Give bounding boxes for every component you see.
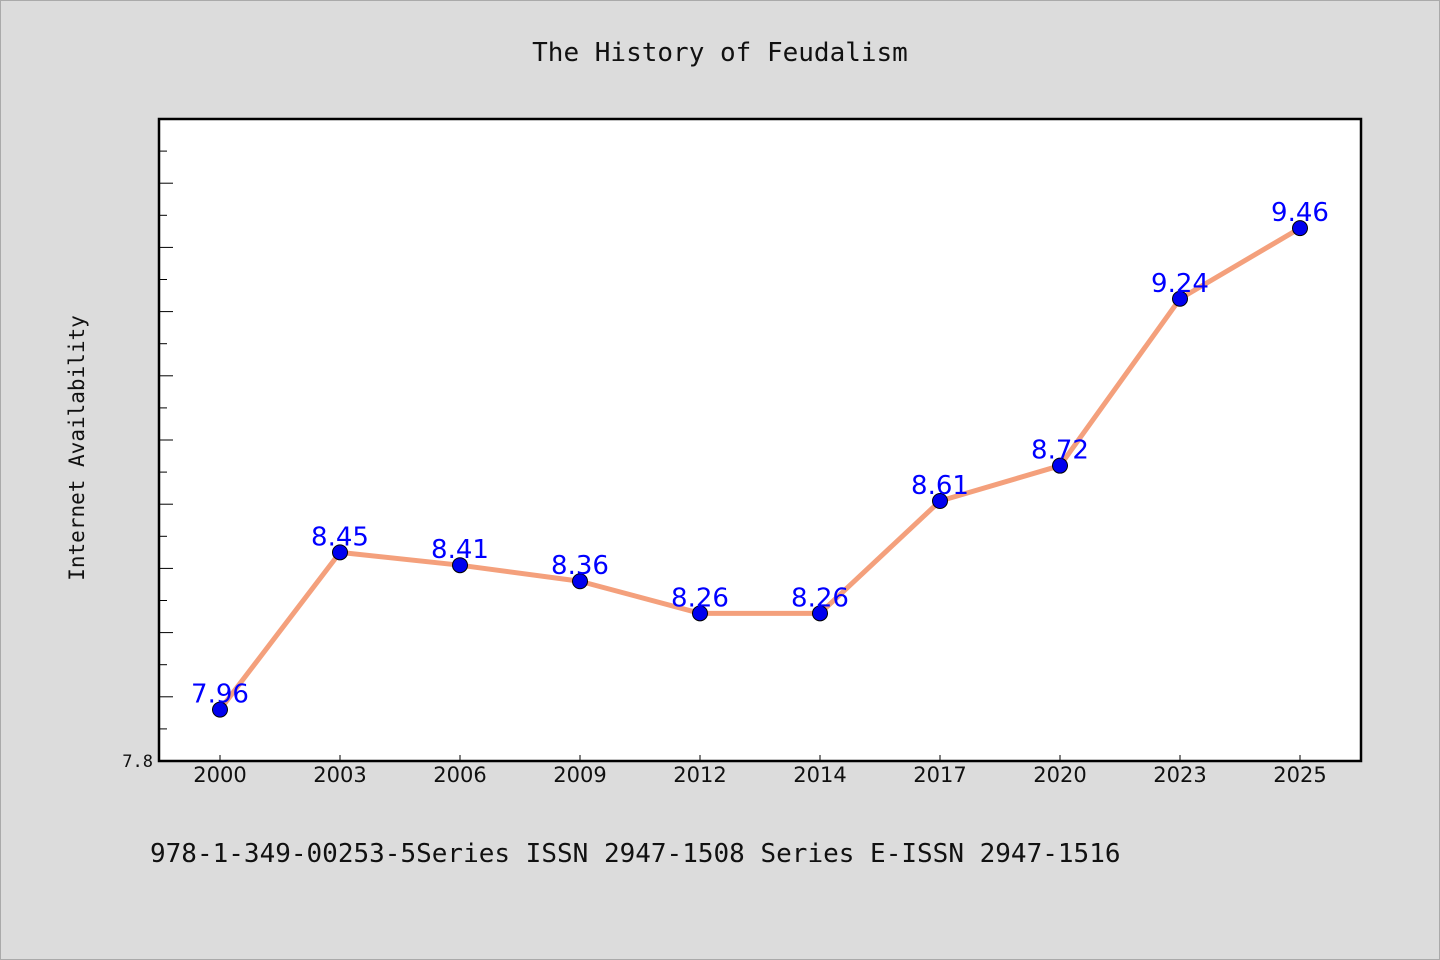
data-point	[452, 557, 468, 574]
x-tick-label: 2025	[1273, 763, 1326, 787]
x-tick-label: 2020	[1033, 763, 1086, 787]
data-label: 9.24	[1151, 269, 1209, 299]
data-point	[692, 605, 708, 622]
data-label: 8.26	[671, 583, 729, 613]
data-label: 8.61	[911, 471, 969, 501]
data-point	[212, 701, 228, 718]
data-label: 8.41	[431, 535, 489, 565]
y-tick-label: 7.8	[122, 752, 153, 772]
y-axis-ticks: 7.8	[122, 150, 173, 772]
data-label: 7.96	[191, 680, 249, 710]
series-layer: 7.96 8.45 8.41 8.36 8.26 8.26 8.61 8.72 9.24 9.46	[191, 198, 1329, 718]
x-tick-label: 2000	[193, 763, 246, 787]
data-point	[572, 573, 588, 590]
x-tick-label: 2003	[313, 763, 366, 787]
data-point	[812, 605, 828, 622]
data-label: 9.46	[1271, 198, 1329, 228]
data-point	[332, 544, 348, 561]
x-axis-ticks: 2000 2003 2006 2009 2012 2014 2017 2020 2023 2025	[193, 755, 1327, 787]
data-label: 8.72	[1031, 436, 1089, 466]
x-tick-label: 2009	[553, 763, 606, 787]
data-label: 8.26	[791, 583, 849, 613]
data-point	[1172, 290, 1188, 307]
x-tick-label: 2023	[1153, 763, 1206, 787]
x-tick-label: 2017	[913, 763, 966, 787]
data-label: 8.36	[551, 551, 609, 581]
data-point	[1292, 220, 1308, 237]
data-point	[932, 492, 948, 509]
footer-isbn-text: 978-1-349-00253-5Series ISSN 2947-1508 S…	[150, 839, 1121, 869]
series-line	[217, 225, 1303, 713]
x-tick-label: 2012	[673, 763, 726, 787]
data-label: 8.45	[311, 522, 369, 552]
y-axis-label: Internet Availability	[65, 315, 89, 581]
chart-title: The History of Feudalism	[532, 38, 908, 68]
data-point	[1052, 457, 1068, 474]
x-tick-label: 2014	[793, 763, 846, 787]
x-tick-label: 2006	[433, 763, 486, 787]
plot-area	[157, 117, 1363, 763]
